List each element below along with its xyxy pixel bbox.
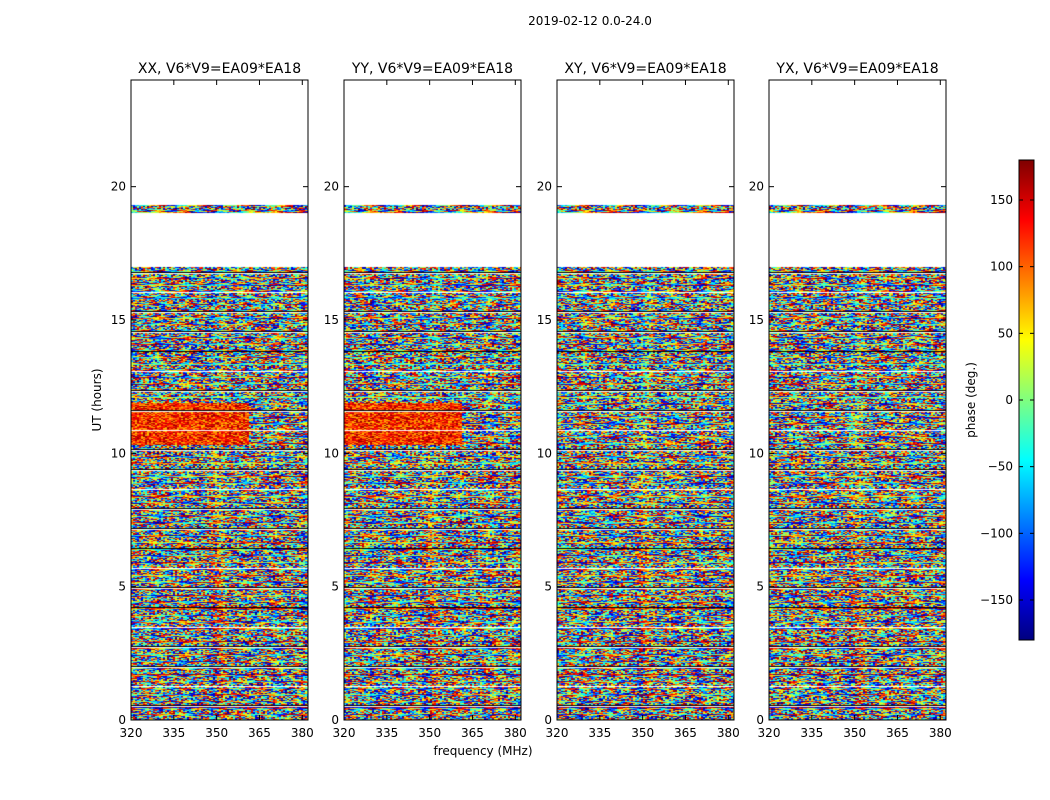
x-tick-label: 335 [800,726,823,740]
x-tick-label: 350 [843,726,866,740]
x-tick-label: 335 [588,726,611,740]
colorbar-label: phase (deg.) [964,362,978,438]
y-tick-label: 20 [537,180,552,194]
x-tick-label: 365 [886,726,909,740]
panel-title: XY, V6*V9=EA09*EA18 [564,61,726,77]
y-tick-label: 20 [324,180,339,194]
y-tick-label: 5 [118,580,126,594]
y-tick-label: 20 [111,180,126,194]
panel-title: YX, V6*V9=EA09*EA18 [775,61,938,77]
y-axis-label: UT (hours) [90,368,104,431]
y-tick-label: 15 [749,313,764,327]
colorbar-tick-label: 0 [1005,393,1013,407]
axes-frame [343,79,522,721]
phase-waterfall-image [557,80,734,720]
colorbar: −150 −100 −50 0 50 100 150 phase (deg.) [964,159,1035,641]
y-tick-label: 0 [756,713,764,727]
y-tick-label: 0 [331,713,339,727]
panel-xy: XY, V6*V9=EA09*EA18 320 335 350 365 380 0 5 10 15… [537,61,740,740]
x-tick-label: 335 [162,726,185,740]
figure-title: 2019-02-12 0.0-24.0 [528,14,652,28]
colorbar-tick-label: −50 [988,460,1013,474]
phase-waterfall-image [769,80,946,720]
x-tick-label: 320 [120,726,143,740]
axes-frame [768,79,947,721]
x-tick-label: 335 [375,726,398,740]
x-tick-label: 320 [546,726,569,740]
colorbar-tick-label: 50 [998,326,1013,340]
x-tick-label: 320 [333,726,356,740]
colorbar-tick-label: −150 [980,593,1013,607]
x-tick-label: 380 [929,726,952,740]
panel-title: YY, V6*V9=EA09*EA18 [351,61,513,77]
x-tick-label: 380 [504,726,527,740]
x-tick-label: 380 [291,726,314,740]
phase-waterfall-image [344,80,521,720]
y-tick-label: 5 [544,580,552,594]
panel-title: XX, V6*V9=EA09*EA18 [138,61,301,77]
y-tick-label: 0 [544,713,552,727]
y-tick-label: 0 [118,713,126,727]
y-tick-label: 15 [324,313,339,327]
colorbar-tick-label: −100 [980,526,1013,540]
y-tick-label: 10 [324,446,339,460]
panel-xx: XX, V6*V9=EA09*EA18 320 335 350 365 380 0 5 10 15… [111,61,314,740]
y-tick-label: 15 [111,313,126,327]
x-tick-label: 365 [248,726,271,740]
x-tick-label: 380 [717,726,740,740]
x-tick-label: 320 [758,726,781,740]
y-tick-label: 10 [749,446,764,460]
colorbar-tick-label: 150 [990,193,1013,207]
y-tick-label: 5 [756,580,764,594]
y-tick-label: 10 [537,446,552,460]
axes-frame [130,79,309,721]
axes-frame [556,79,735,721]
y-tick-label: 20 [749,180,764,194]
y-tick-label: 5 [331,580,339,594]
x-tick-label: 365 [461,726,484,740]
x-tick-label: 365 [674,726,697,740]
colorbar-tick-label: 100 [990,260,1013,274]
panel-yx: YX, V6*V9=EA09*EA18 320 335 350 365 380 0 5 10 15… [749,61,952,740]
x-tick-label: 350 [418,726,441,740]
y-tick-label: 15 [537,313,552,327]
y-tick-label: 10 [111,446,126,460]
panel-yy: YY, V6*V9=EA09*EA18 320 335 350 365 380 0 5 10 15… [324,61,527,740]
x-axis-label: frequency (MHz) [433,744,532,758]
x-tick-label: 350 [205,726,228,740]
x-tick-label: 350 [631,726,654,740]
phase-waterfall-image [131,80,308,720]
